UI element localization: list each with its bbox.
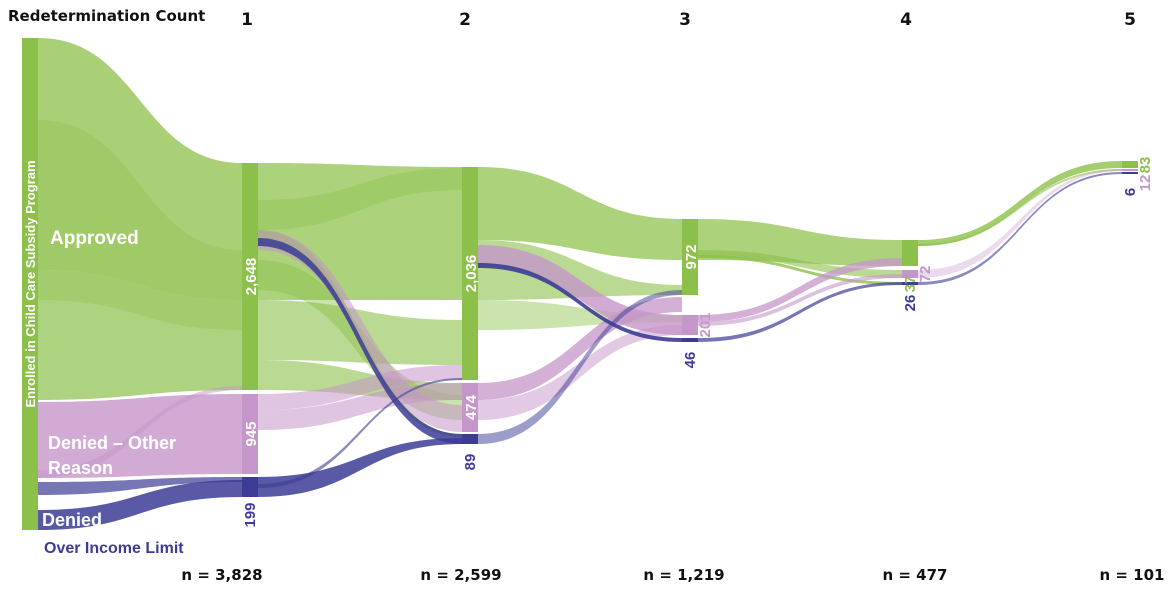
node-5-denied_income [1122,172,1138,174]
category-labels: Approved Denied – Other Reason Denied Over I… [42,228,184,557]
node-value-2-denied_other: 474 [463,394,480,420]
flow-3-denied_other-to-4-denied_other [698,274,902,326]
flow-root-to-1-2 [38,120,242,330]
flow-1-denied_income-to-2-denied_income [258,438,462,497]
node-2-denied_other [462,383,478,432]
node-value-5-denied_other: 12 [1137,175,1154,192]
flow-3-approved-to-4-denied_income [698,255,902,285]
root-node [22,38,38,530]
flow-root-to-1-5 [38,477,242,495]
stage-total-3: n = 1,219 [643,566,725,584]
stage-label-2: 2 [459,10,471,30]
node-4-denied_other [902,270,918,278]
stage-label-3: 3 [679,10,691,30]
flow-root-to-1-1 [38,270,242,400]
category-label-denied-income-1: Denied [42,510,102,530]
flow-1-denied_income-to-2-denied_income [258,238,462,444]
stage-nodes: Enrolled in Child Care Subsidy Program [22,38,1138,530]
node-1-denied_other [242,394,258,474]
node-value-4-approved: 37 [902,276,919,293]
flow-3-approved-to-4-approved [698,219,902,266]
node-value-4-denied_other: 72 [917,266,934,283]
node-value-1-approved: 2,648 [243,258,260,296]
node-value-2-denied_income: 89 [462,454,479,471]
node-5-denied_other [1122,169,1138,171]
stage-label-5: 5 [1124,10,1136,30]
flow-4-approved-to-5-approved [918,161,1122,246]
category-label-denied-income-2: Over Income Limit [44,540,184,557]
stage-total-5: n = 101 [1099,566,1165,584]
node-3-denied_income [682,338,698,342]
flow-4-denied_income-to-5-denied_income [918,172,1122,285]
node-1-denied_income [242,477,258,497]
flow-root-to-1-6 [38,386,242,478]
flow-1-denied_other-to-2-denied_other [258,230,462,432]
chart-title: Redetermination Count [8,7,206,25]
category-label-approved: Approved [50,228,139,249]
node-3-approved [682,219,698,295]
node-value-5-denied_income: 6 [1122,188,1139,196]
node-value-4-denied_income: 26 [902,295,919,312]
node-1-approved [242,163,258,390]
node-value-1-denied_income: 199 [242,502,259,527]
flow-2-denied_income-to-3-denied_income [478,263,682,342]
node-value-3-approved: 972 [683,244,700,269]
flow-4-approved-to-5-denied_other [918,169,1122,246]
stage-total-2: n = 2,599 [420,566,502,584]
flow-1-denied_other-to-2-approved [258,365,462,410]
flow-2-denied_other-to-3-denied_other [478,325,682,420]
stage-label-4: 4 [900,10,912,30]
flow-2-denied_other-to-3-approved [478,297,682,400]
node-value-3-denied_income: 46 [682,352,699,369]
node-5-approved [1122,161,1138,168]
flow-3-denied_income-to-4-denied_income [698,282,902,342]
node-4-approved [902,240,918,266]
node-value-2-approved: 2,036 [463,255,480,293]
node-2-approved [462,167,478,380]
flow-1-approved-to-2-approved [258,168,462,230]
category-label-denied-other-1: Denied – Other [48,433,176,453]
stage-total-1: n = 3,828 [181,566,263,584]
node-value-3-denied_other: 201 [697,312,714,337]
category-label-denied-other-2: Reason [48,458,113,478]
flow-2-denied_income-to-3-approved [478,290,682,444]
root-label: Enrolled in Child Care Subsidy Program [23,160,38,407]
flow-1-denied_income-to-2-approved [258,378,462,488]
flow-2-approved-to-3-approved [478,167,682,260]
node-4-denied_income [902,282,918,285]
stage-label-1: 1 [241,10,253,30]
flow-root-to-1-0 [38,38,242,300]
node-2-denied_income [462,434,478,444]
flow-links [38,38,1122,530]
node-value-1-denied_other: 945 [243,421,260,446]
flow-root-to-1-3 [38,394,242,478]
flow-1-denied_other-to-2-denied_other [258,383,462,430]
node-3-denied_other [682,315,698,335]
node-value-5-approved: 83 [1137,157,1154,174]
flow-4-denied_other-to-5-denied_other [918,169,1122,278]
flow-3-denied_other-to-4-approved [698,258,902,322]
stage-total-4: n = 477 [882,566,948,584]
flow-root-to-1-4 [38,480,242,530]
